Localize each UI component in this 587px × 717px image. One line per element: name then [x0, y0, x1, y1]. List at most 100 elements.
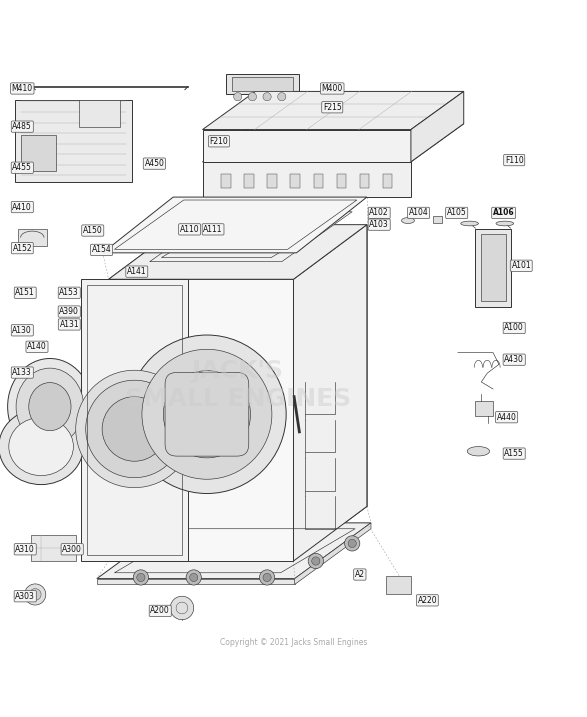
Text: A200: A200 [150, 607, 170, 615]
Polygon shape [386, 576, 411, 594]
Polygon shape [109, 224, 182, 561]
Circle shape [308, 554, 323, 569]
Text: F210: F210 [210, 137, 228, 146]
Text: A450: A450 [144, 159, 164, 168]
Circle shape [133, 570, 149, 585]
Text: F215: F215 [323, 103, 342, 112]
Polygon shape [109, 279, 294, 561]
Polygon shape [150, 212, 352, 262]
Polygon shape [109, 506, 367, 561]
Polygon shape [232, 77, 294, 91]
FancyBboxPatch shape [165, 372, 249, 456]
Text: A153: A153 [59, 288, 79, 298]
Polygon shape [203, 91, 464, 130]
Circle shape [137, 574, 145, 581]
Ellipse shape [372, 218, 384, 224]
Polygon shape [475, 229, 511, 307]
Bar [244, 174, 254, 189]
Circle shape [345, 536, 360, 551]
Text: A303: A303 [15, 592, 35, 601]
Polygon shape [31, 535, 76, 561]
Circle shape [259, 570, 275, 585]
Ellipse shape [29, 383, 71, 431]
Polygon shape [97, 579, 295, 584]
Bar [383, 174, 392, 189]
Polygon shape [182, 224, 367, 506]
Text: A133: A133 [12, 368, 32, 377]
Circle shape [248, 92, 257, 101]
Text: A220: A220 [417, 596, 437, 605]
Text: A155: A155 [504, 449, 524, 458]
Text: A140: A140 [27, 342, 47, 351]
Polygon shape [481, 234, 506, 301]
Polygon shape [411, 91, 464, 162]
Text: A2: A2 [355, 570, 365, 579]
Text: A300: A300 [62, 545, 82, 554]
Bar [291, 174, 300, 189]
Text: JACK'S
SMALL ENGINES: JACK'S SMALL ENGINES [124, 359, 351, 411]
Text: A131: A131 [59, 320, 79, 329]
Text: A130: A130 [12, 326, 32, 335]
Bar [313, 174, 323, 189]
Polygon shape [15, 100, 132, 182]
Text: A102: A102 [369, 209, 389, 217]
Polygon shape [79, 100, 120, 127]
Circle shape [348, 539, 356, 548]
Bar [268, 174, 277, 189]
Text: A111: A111 [203, 225, 223, 234]
Circle shape [86, 380, 183, 478]
Ellipse shape [16, 368, 84, 445]
Ellipse shape [496, 221, 514, 226]
Text: M400: M400 [322, 84, 343, 93]
Bar [360, 174, 369, 189]
Polygon shape [97, 523, 371, 579]
Circle shape [263, 92, 271, 101]
Text: A390: A390 [59, 307, 79, 316]
Text: A410: A410 [12, 203, 32, 212]
Circle shape [142, 349, 272, 479]
Text: A110: A110 [180, 225, 200, 234]
Text: A106: A106 [493, 209, 514, 217]
Polygon shape [109, 224, 367, 279]
Text: A141: A141 [127, 267, 147, 276]
Circle shape [170, 597, 194, 619]
Bar [221, 174, 231, 189]
Polygon shape [81, 279, 188, 561]
Polygon shape [21, 136, 56, 171]
Circle shape [128, 335, 286, 493]
Polygon shape [203, 162, 411, 197]
Circle shape [76, 370, 193, 488]
Circle shape [312, 557, 320, 565]
Circle shape [278, 92, 286, 101]
Bar [433, 217, 442, 224]
Ellipse shape [0, 409, 83, 485]
Polygon shape [103, 197, 367, 253]
Ellipse shape [9, 417, 73, 475]
Circle shape [163, 371, 251, 458]
Text: A151: A151 [15, 288, 35, 298]
Ellipse shape [467, 447, 490, 456]
Polygon shape [203, 130, 411, 162]
Text: A101: A101 [511, 261, 531, 270]
Bar [336, 174, 346, 189]
Text: A154: A154 [92, 245, 112, 255]
Ellipse shape [402, 218, 414, 224]
Circle shape [25, 584, 46, 605]
Text: A103: A103 [369, 220, 389, 229]
Circle shape [186, 570, 201, 585]
Text: A440: A440 [497, 413, 517, 422]
Polygon shape [294, 224, 367, 561]
Text: A152: A152 [12, 244, 32, 252]
Text: A150: A150 [83, 226, 103, 235]
Text: A105: A105 [447, 209, 467, 217]
Polygon shape [18, 229, 47, 246]
Polygon shape [226, 74, 299, 95]
Circle shape [263, 574, 271, 581]
Circle shape [190, 574, 198, 581]
Text: A430: A430 [504, 355, 524, 364]
Text: M410: M410 [12, 84, 33, 93]
Ellipse shape [461, 221, 478, 226]
Text: Copyright © 2021 Jacks Small Engines: Copyright © 2021 Jacks Small Engines [220, 638, 367, 647]
Text: A485: A485 [12, 122, 32, 131]
Polygon shape [203, 124, 464, 162]
